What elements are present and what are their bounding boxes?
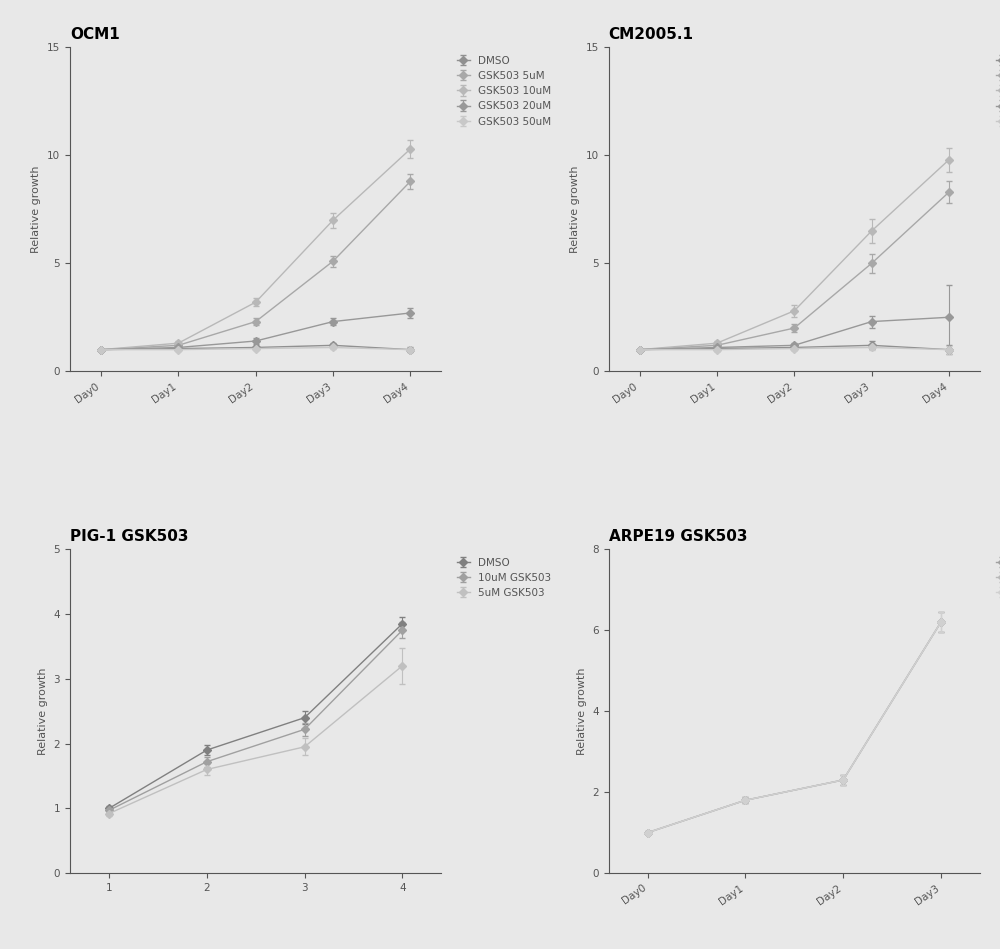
Legend: DMSO, 10uM GSK503, 5uM GSK503: DMSO, 10uM GSK503, 5uM GSK503 <box>454 554 554 601</box>
Legend: DMSO, GSK503 5uM, GSK503 10uM, GSK503 20uM, GSK503 50uM: DMSO, GSK503 5uM, GSK503 10uM, GSK503 20… <box>454 52 554 130</box>
Text: OCM1: OCM1 <box>70 28 120 42</box>
Legend: DMSO, GSK503 5uM, GSK503 10uM: DMSO, GSK503 5uM, GSK503 10uM <box>993 554 1000 601</box>
Legend: DMSO, GSK503 5uM, GSK503 10uM, GSK503 20uM, GSK503 50uM: DMSO, GSK503 5uM, GSK503 10uM, GSK503 20… <box>993 52 1000 130</box>
Text: CM2005.1: CM2005.1 <box>609 28 694 42</box>
Y-axis label: Relative growth: Relative growth <box>577 667 587 755</box>
Text: PIG-1 GSK503: PIG-1 GSK503 <box>70 529 188 544</box>
Text: ARPE19 GSK503: ARPE19 GSK503 <box>609 529 747 544</box>
Y-axis label: Relative growth: Relative growth <box>38 667 48 755</box>
Y-axis label: Relative growth: Relative growth <box>570 165 580 253</box>
Y-axis label: Relative growth: Relative growth <box>31 165 41 253</box>
